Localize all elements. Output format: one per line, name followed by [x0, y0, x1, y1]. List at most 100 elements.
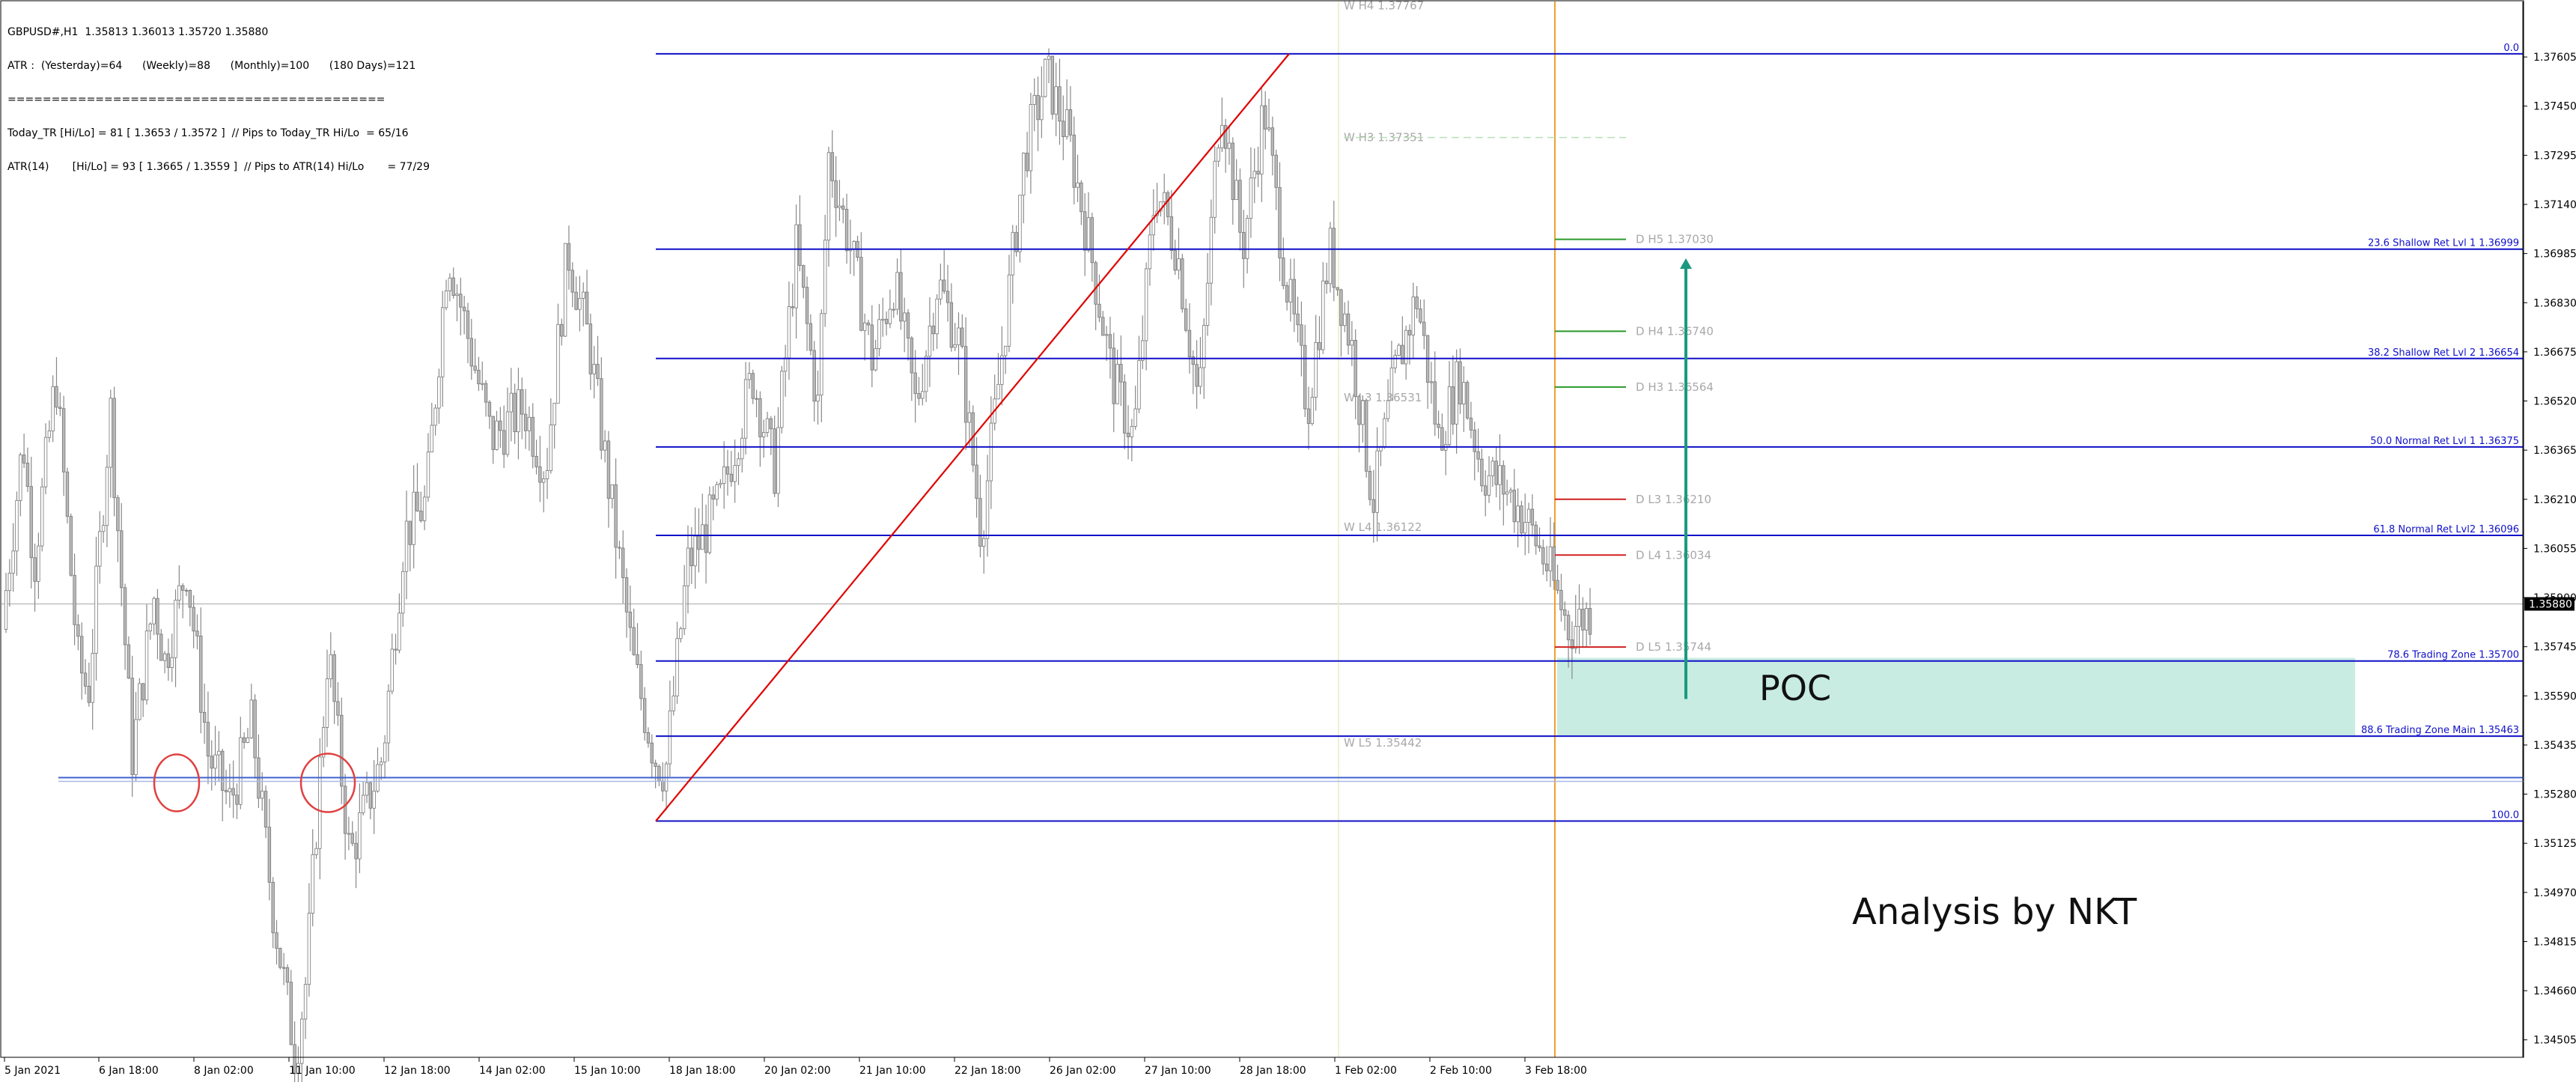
candle-body	[148, 623, 153, 632]
candle-body	[657, 766, 661, 782]
candle-body	[459, 294, 463, 308]
candle-body	[4, 590, 8, 630]
candle-body	[509, 392, 514, 413]
candle-body	[1086, 217, 1091, 251]
candle-body	[1288, 279, 1293, 303]
candle-body	[1199, 367, 1202, 387]
candle-body	[798, 224, 802, 266]
candle-body	[866, 322, 871, 326]
candle-body	[444, 291, 448, 309]
candle-body	[1469, 417, 1473, 431]
candle-body	[906, 312, 910, 338]
candle-body	[624, 577, 629, 613]
candle-body	[7, 572, 12, 592]
y-tick-label: 1.37295	[2533, 150, 2576, 162]
candle-body	[451, 277, 455, 296]
candle-body	[426, 452, 430, 498]
candle-body	[535, 455, 538, 467]
candle-body	[15, 500, 19, 552]
candle-body	[711, 494, 715, 500]
candle-body	[43, 437, 48, 487]
symbol-line: GBPUSD#,H1 1.35813 1.36013 1.35720 1.358…	[7, 26, 269, 38]
candle-body	[1455, 361, 1458, 425]
candle-body	[1025, 152, 1029, 171]
candle-body	[725, 466, 730, 475]
candle-body	[390, 648, 394, 692]
candle-body	[1159, 201, 1163, 212]
candle-body	[1574, 626, 1577, 649]
candle-body	[618, 547, 621, 549]
candles-layer	[4, 48, 1592, 1082]
candle-body	[552, 403, 556, 425]
candle-body	[1181, 258, 1184, 309]
candle-body	[484, 383, 488, 403]
candle-body	[1296, 313, 1300, 326]
candle-body	[610, 484, 614, 499]
candle-body	[1101, 317, 1105, 336]
candle-body	[874, 348, 877, 371]
candle-body	[271, 881, 275, 934]
candle-body	[592, 364, 596, 374]
candle-body	[737, 458, 740, 466]
candle-body	[1148, 234, 1152, 270]
candle-body	[1242, 231, 1246, 259]
candle-body	[1217, 148, 1220, 162]
y-tick-label: 1.35590	[2533, 690, 2576, 702]
y-tick-label: 1.34970	[2533, 887, 2576, 899]
candle-body	[184, 589, 189, 592]
candle-body	[1112, 347, 1115, 404]
candle-body	[109, 398, 112, 468]
candle-body	[1541, 547, 1545, 565]
candle-body	[1072, 134, 1076, 188]
candle-body	[852, 240, 856, 250]
candle-body	[899, 272, 903, 322]
candle-body	[888, 309, 892, 324]
candle-body	[1123, 381, 1127, 434]
candle-body	[491, 416, 495, 450]
candle-body	[415, 491, 419, 511]
last-price-box	[2524, 597, 2575, 611]
candle-body	[1043, 58, 1047, 97]
candle-body	[162, 653, 167, 661]
candle-body	[1080, 182, 1083, 213]
candle-body	[19, 455, 22, 501]
candle-body	[1498, 465, 1502, 485]
candle-body	[545, 470, 549, 479]
candle-body	[531, 416, 535, 457]
candle-body	[1141, 340, 1145, 361]
candle-body	[408, 520, 412, 545]
candle-body	[654, 762, 657, 768]
candle-body	[773, 428, 776, 494]
candle-body	[946, 291, 950, 303]
candle-body	[275, 932, 278, 949]
fib-level-label: 38.2 Shallow Ret Lvl 2 1.36654	[2368, 347, 2519, 359]
candle-body	[513, 392, 517, 433]
candle-body	[159, 633, 163, 661]
candle-body	[892, 309, 895, 311]
candle-body	[1559, 589, 1563, 610]
candle-body	[1177, 258, 1181, 271]
candle-body	[1090, 217, 1094, 264]
candle-body	[398, 613, 401, 651]
candle-body	[253, 699, 257, 759]
candle-body	[242, 737, 246, 743]
candle-body	[877, 319, 881, 349]
candle-body	[791, 306, 794, 309]
candle-body	[549, 425, 553, 471]
x-tick-label: 27 Jan 10:00	[1145, 1065, 1211, 1077]
candle-body	[267, 827, 272, 883]
candle-body	[910, 338, 914, 374]
candle-body	[473, 365, 477, 371]
candle-body	[188, 589, 192, 608]
y-tick-label: 1.36055	[2533, 543, 2576, 555]
candle-body	[380, 762, 383, 765]
candle-body	[1166, 192, 1170, 217]
candle-body	[841, 205, 845, 210]
candle-body	[596, 364, 600, 380]
y-tick-label: 1.36830	[2533, 297, 2576, 309]
y-tick-label: 1.35745	[2533, 642, 2576, 654]
candle-body	[603, 440, 607, 451]
candle-body	[1058, 86, 1062, 122]
